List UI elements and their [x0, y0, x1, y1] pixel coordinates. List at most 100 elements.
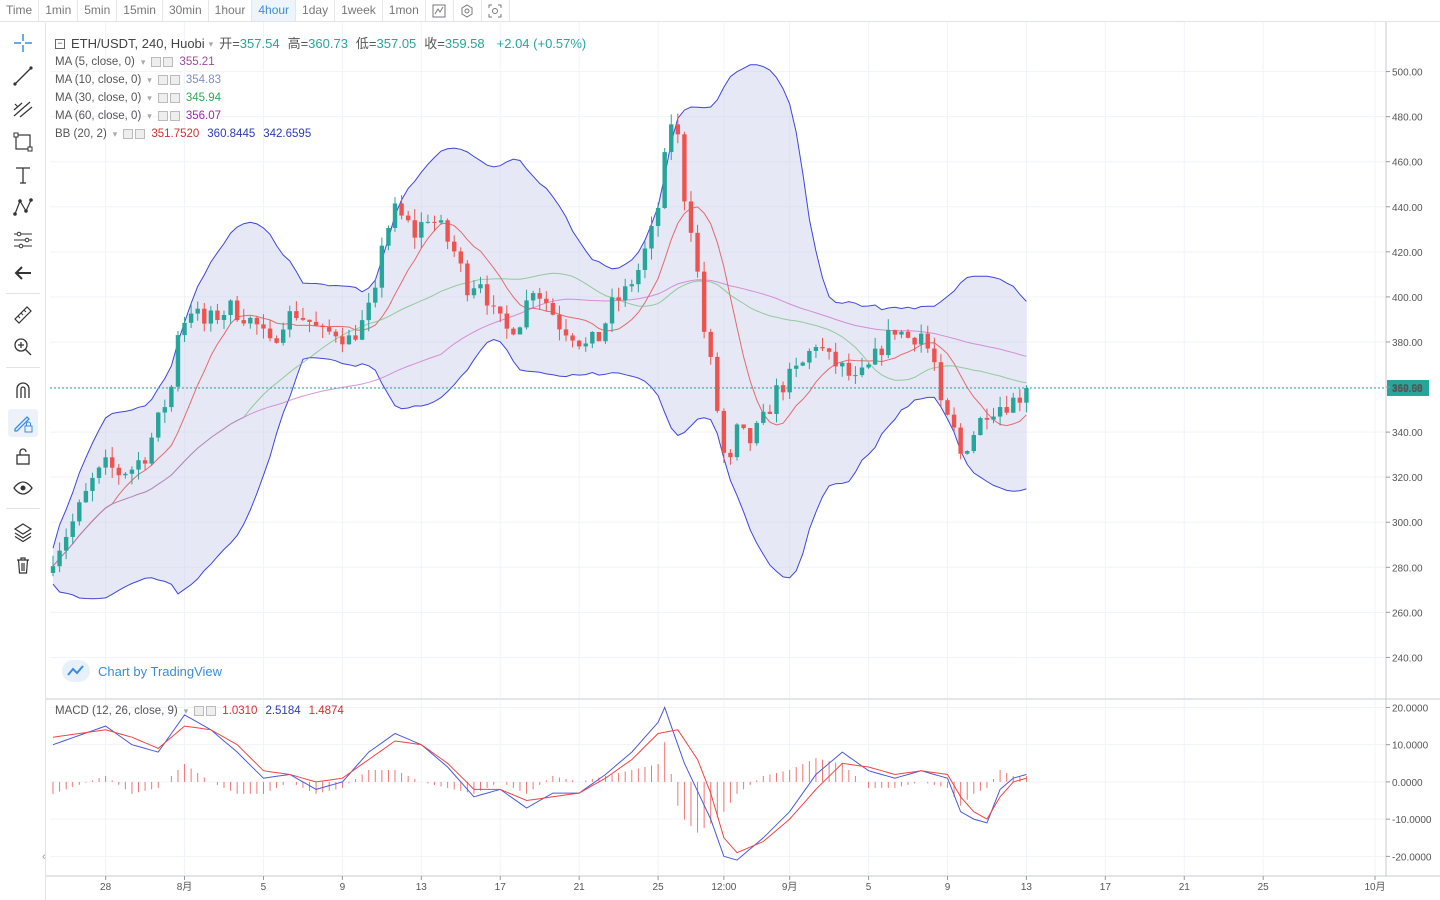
crosshair-icon[interactable]	[8, 29, 38, 57]
candle-body	[300, 317, 306, 320]
bb-caret-icon[interactable]: ▾	[112, 129, 118, 139]
text-icon[interactable]	[8, 161, 38, 189]
candle-body	[458, 251, 463, 264]
candle-body	[570, 335, 575, 341]
back-arrow-icon[interactable]	[8, 259, 38, 287]
candle-body	[965, 451, 970, 454]
ma5-caret-icon[interactable]: ▾	[140, 57, 146, 67]
candle-body	[609, 297, 615, 324]
candle-body	[754, 422, 759, 444]
candle-body	[313, 321, 319, 326]
bb-settings-icon[interactable]	[123, 129, 134, 139]
draw-lock-icon[interactable]	[8, 409, 38, 437]
eye-icon[interactable]	[8, 474, 38, 502]
ma5-close-icon[interactable]	[163, 57, 174, 67]
ma30-caret-icon[interactable]: ▾	[147, 93, 152, 103]
ma30-settings-icon[interactable]	[157, 93, 168, 103]
tf-time[interactable]: Time	[0, 0, 40, 21]
candle-body	[340, 336, 345, 345]
candle-body	[353, 335, 358, 340]
tf-1day[interactable]: 1day	[296, 0, 336, 21]
tf-1mon[interactable]: 1mon	[383, 0, 426, 21]
candle-body	[747, 428, 753, 444]
ma5-label[interactable]: MA (5, close, 0)	[55, 56, 135, 68]
candle-body	[616, 297, 621, 301]
candle-body	[563, 329, 569, 336]
sidebar-collapse-icon[interactable]: ‹	[42, 851, 46, 863]
time-tick-label: 28	[100, 882, 112, 893]
candle-body	[846, 362, 852, 376]
candle-body	[978, 418, 983, 436]
candle-body	[576, 340, 582, 347]
indicator-icon[interactable]	[426, 0, 454, 21]
settings-icon[interactable]	[454, 0, 482, 21]
rectangle-icon[interactable]	[8, 128, 38, 156]
candle-body	[826, 348, 832, 352]
ma30-label[interactable]: MA (30, close, 0)	[55, 92, 142, 104]
candle-body	[373, 287, 378, 303]
trend-line-icon[interactable]	[8, 62, 38, 90]
candle-body	[550, 302, 556, 315]
legend-collapse-icon[interactable]: −	[55, 38, 65, 49]
watermark-link[interactable]: Chart by TradingView	[98, 663, 223, 679]
symbol-caret-icon[interactable]: ▾	[208, 38, 214, 49]
macd-close-icon[interactable]	[206, 706, 217, 716]
candle-body	[478, 284, 483, 289]
layers-icon[interactable]	[8, 518, 38, 546]
tf-1hour[interactable]: 1hour	[209, 0, 253, 21]
open-label: 开=	[219, 35, 240, 51]
grid	[50, 22, 1386, 875]
ma60-caret-icon[interactable]: ▾	[147, 111, 152, 121]
macd-tick-label: -20.0000	[1392, 852, 1432, 863]
time-tick-label: 10月	[1364, 881, 1385, 893]
ma60-settings-icon[interactable]	[157, 111, 168, 121]
macd-label[interactable]: MACD (12, 26, close, 9)	[55, 705, 178, 717]
ma60-label[interactable]: MA (60, close, 0)	[55, 110, 142, 122]
screenshot-icon[interactable]	[482, 0, 510, 21]
ma10-label[interactable]: MA (10, close, 0)	[55, 74, 142, 86]
ma5-settings-icon[interactable]	[151, 57, 162, 67]
macd-caret-icon[interactable]: ▾	[183, 705, 189, 716]
candle-body	[182, 322, 187, 336]
bb-label[interactable]: BB (20, 2)	[55, 128, 107, 140]
tf-5min[interactable]: 5min	[78, 0, 118, 21]
macd-settings-icon[interactable]	[194, 706, 205, 716]
trash-icon[interactable]	[8, 551, 38, 579]
high-value: 360.73	[308, 35, 348, 51]
time-tick-label: 21	[1179, 882, 1191, 893]
tf-1min[interactable]: 1min	[39, 0, 79, 21]
ma60-close-icon[interactable]	[169, 111, 180, 121]
magnet-icon[interactable]	[8, 376, 38, 404]
ma30-close-icon[interactable]	[169, 93, 180, 103]
time-tick-label: 17	[495, 882, 507, 893]
macd-legend: MACD (12, 26, close, 9) ▾ 1.0310 2.5184 …	[55, 705, 352, 717]
macd-tick-label: 0.0000	[1392, 778, 1423, 789]
measure-lines-icon[interactable]	[8, 226, 38, 254]
candle-body	[287, 311, 292, 330]
bb-close-icon[interactable]	[135, 129, 146, 139]
pattern-icon[interactable]	[8, 193, 38, 221]
tf-15min[interactable]: 15min	[117, 0, 163, 21]
zoom-icon[interactable]	[8, 333, 38, 361]
ma10-close-icon[interactable]	[169, 75, 180, 85]
ruler-icon[interactable]	[8, 301, 38, 329]
tf-30min[interactable]: 30min	[163, 0, 209, 21]
tf-1week[interactable]: 1week	[335, 0, 383, 21]
candles	[50, 113, 1029, 577]
macd-tick-label: 20.0000	[1392, 703, 1429, 714]
ma10-caret-icon[interactable]: ▾	[147, 75, 152, 85]
price-tick-label: 260.00	[1392, 608, 1423, 619]
symbol-row: − ETH/USDT, 240, Huobi ▾ 开= 357.54 高= 36…	[55, 34, 586, 53]
candle-body	[583, 343, 588, 347]
ma30-value: 345.94	[185, 92, 222, 104]
symbol-title[interactable]: ETH/USDT, 240, Huobi	[71, 35, 205, 51]
time-tick-label: 8月	[177, 881, 193, 893]
candle-body	[162, 407, 168, 413]
ma10-settings-icon[interactable]	[157, 75, 168, 85]
candle-body	[932, 348, 937, 363]
fib-icon[interactable]	[8, 95, 38, 123]
tf-4hour[interactable]: 4hour	[252, 0, 297, 21]
unlock-icon[interactable]	[8, 442, 38, 470]
candle-body	[280, 329, 286, 343]
